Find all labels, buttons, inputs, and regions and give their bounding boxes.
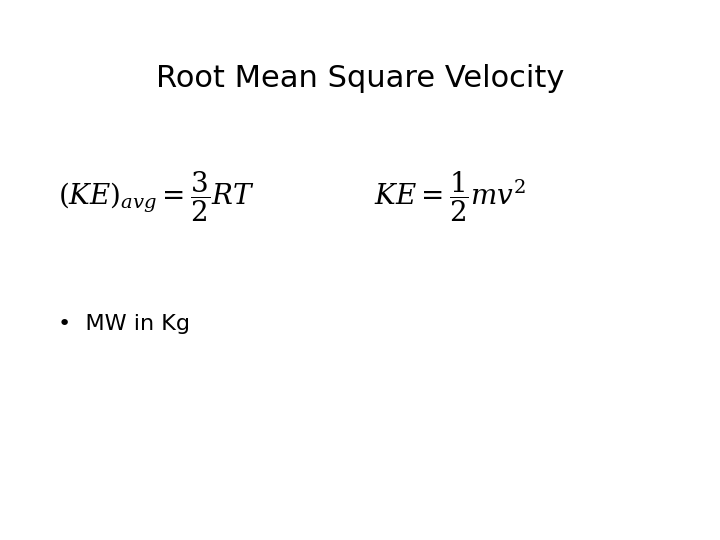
Text: Root Mean Square Velocity: Root Mean Square Velocity bbox=[156, 64, 564, 93]
Text: $\left(KE\right)_{avg}=\dfrac{3}{2}RT$: $\left(KE\right)_{avg}=\dfrac{3}{2}RT$ bbox=[58, 170, 254, 225]
Text: •  MW in Kg: • MW in Kg bbox=[58, 314, 189, 334]
Text: $KE=\dfrac{1}{2}mv^{2}$: $KE=\dfrac{1}{2}mv^{2}$ bbox=[374, 170, 526, 225]
